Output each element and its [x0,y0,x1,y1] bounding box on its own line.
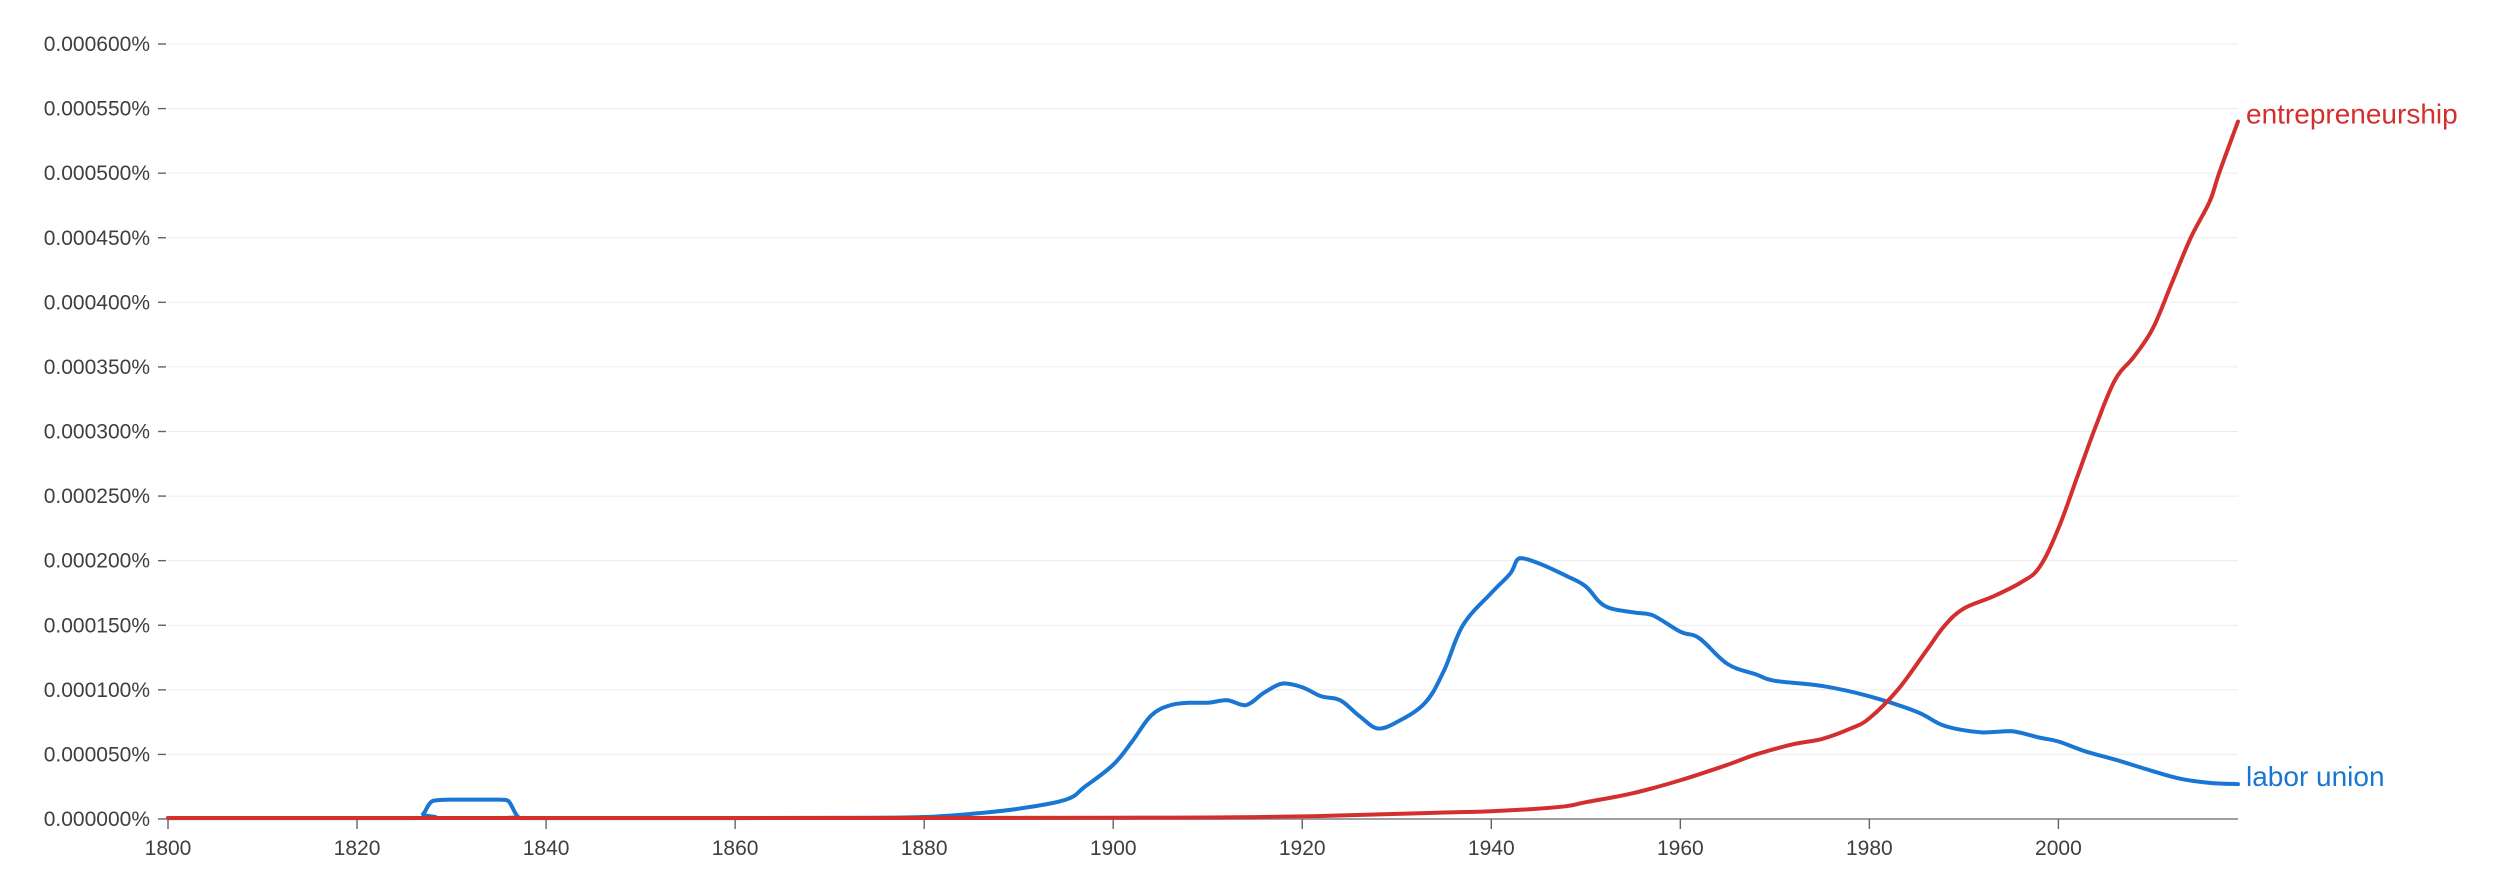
y-tick-label: 0.000550% [44,98,150,121]
x-tick-label: 1860 [712,837,759,860]
x-tick-label: 1880 [901,837,948,860]
series-layer [166,119,2240,821]
x-tick-label: 1840 [523,837,570,860]
x-tick-label: 1800 [145,837,192,860]
y-tick-label: 0.000400% [44,291,150,314]
x-tick-label: 1940 [1468,837,1515,860]
y-tick-label: 0.000200% [44,550,150,573]
x-tick-label: 1960 [1657,837,1704,860]
x-tick-label: 1980 [1846,837,1893,860]
x-tick-label: 1920 [1279,837,1326,860]
y-axis: 0.000000% 0.000050% 0.000100% 0.000150% 0.00… [44,33,166,831]
series-label-entrepreneurship[interactable]: entrepreneurship [2246,99,2458,130]
y-tick-label: 0.000350% [44,356,150,379]
y-tick-label: 0.000050% [44,743,150,766]
series-labels: entrepreneurship labor union [2246,99,2458,793]
x-axis: 1800 1820 1840 1860 1880 1900 1920 1940 1960 1980… [145,818,2238,860]
y-tick-label: 0.000600% [44,33,150,56]
x-tick-label: 1820 [334,837,381,860]
series-line-entrepreneurship[interactable] [166,119,2240,820]
x-tick-label: 2000 [2035,837,2082,860]
y-tick-label: 0.000000% [44,808,150,831]
y-tick-label: 0.000100% [44,679,150,702]
y-tick-label: 0.000150% [44,614,150,637]
grid-layer [168,43,2238,755]
y-tick-label: 0.000500% [44,162,150,185]
y-tick-label: 0.000450% [44,227,150,250]
y-tick-label: 0.000300% [44,421,150,444]
x-tick-label: 1900 [1090,837,1137,860]
y-tick-label: 0.000250% [44,485,150,508]
series-line-labor-union[interactable] [166,556,2240,821]
series-label-labor-union[interactable]: labor union [2246,761,2385,792]
